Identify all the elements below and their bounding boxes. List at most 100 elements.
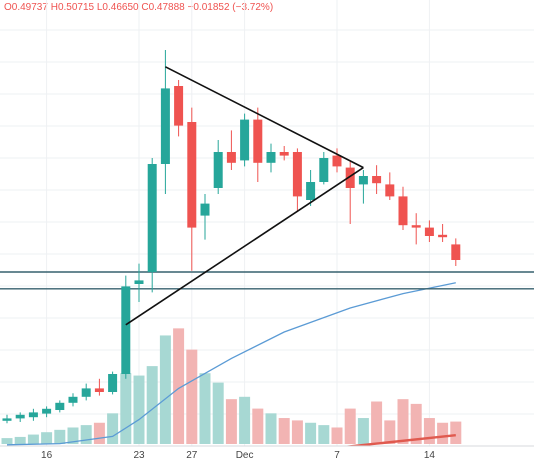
candle-body	[451, 244, 461, 260]
candle-body	[94, 388, 104, 392]
close-value: C0.47888	[141, 2, 185, 13]
volume-bar	[67, 427, 79, 444]
change-value: −0.01852 (−3.72%)	[187, 2, 274, 13]
volume-bar	[423, 418, 435, 444]
candle-body	[306, 182, 316, 200]
candle-body	[253, 119, 263, 163]
triangle-upper-line	[165, 66, 364, 169]
candle-body	[108, 374, 118, 392]
volume-bar	[252, 408, 264, 444]
candle-body	[424, 227, 434, 236]
candle-body	[332, 155, 342, 167]
candle-body	[240, 119, 250, 161]
volume-bar	[318, 425, 330, 444]
volume-bar	[107, 413, 119, 444]
candle	[266, 143, 276, 173]
candle-body	[266, 152, 276, 163]
volume-bar	[14, 436, 26, 444]
candle	[411, 213, 421, 245]
candle	[2, 414, 12, 424]
candle	[213, 140, 223, 194]
volume-bar	[93, 422, 105, 444]
candle-body	[213, 152, 223, 188]
volume-bar	[278, 418, 290, 444]
volume-bar	[239, 396, 251, 444]
candle	[306, 170, 316, 206]
candle	[279, 146, 289, 161]
candle-body	[438, 234, 448, 238]
volume-bar	[173, 328, 185, 444]
candle-body	[81, 388, 91, 397]
volume-bar	[371, 401, 383, 444]
grid-lines	[0, 0, 534, 448]
candle	[108, 371, 118, 395]
candle-body	[345, 167, 355, 188]
candle	[345, 161, 355, 224]
high-value: H0.50715	[50, 2, 95, 13]
x-tick-label: 14	[424, 450, 436, 461]
volume-bar	[225, 399, 237, 444]
candle-body	[160, 88, 170, 164]
volume-bar	[120, 373, 132, 444]
volume-bar	[146, 366, 158, 444]
candle	[94, 378, 104, 396]
volume-bar	[437, 422, 449, 444]
candle-body	[28, 412, 38, 418]
volume-bar	[186, 349, 198, 444]
candle	[134, 263, 144, 302]
candle	[81, 383, 91, 401]
candle-body	[385, 184, 395, 197]
candle-body	[411, 225, 421, 228]
volume-bar	[80, 425, 92, 444]
x-tick-label: Dec	[236, 450, 254, 461]
candle	[319, 152, 329, 185]
volume-bar	[159, 335, 171, 444]
candle-body	[200, 203, 210, 216]
candle	[160, 50, 170, 194]
candle-body	[398, 196, 408, 226]
candle	[398, 186, 408, 230]
candle	[42, 406, 52, 418]
candle-body	[292, 152, 302, 197]
volume-bar	[397, 399, 409, 444]
candle	[253, 107, 263, 182]
moving-average-slow	[213, 434, 456, 462]
volume-bars	[1, 328, 462, 444]
volume-bar	[410, 403, 422, 444]
candle	[15, 412, 25, 422]
candle	[292, 148, 302, 212]
volume-bar	[27, 434, 39, 444]
candle	[174, 80, 184, 137]
candle-body	[226, 152, 236, 163]
volume-bar	[199, 373, 211, 444]
volume-bar	[384, 420, 396, 444]
candle-body	[147, 164, 157, 272]
candle	[121, 275, 131, 379]
volume-bar	[54, 429, 66, 444]
x-axis: 16 23 27 Dec 7 14	[0, 445, 534, 462]
candle	[451, 238, 461, 266]
candle-body	[55, 402, 65, 410]
volume-bar	[305, 422, 317, 444]
candle	[332, 148, 342, 173]
moving-average-fast	[6, 282, 456, 446]
ohlc-legend: O0.49737 H0.50715 L0.46650 C0.47888 −0.0…	[4, 2, 273, 13]
candle	[55, 400, 65, 413]
low-value: L0.46650	[96, 2, 139, 13]
candle-body	[2, 418, 12, 421]
candle-body	[121, 286, 131, 374]
candle-body	[187, 122, 197, 228]
triangle-pattern	[125, 66, 364, 326]
candle	[28, 408, 38, 421]
candle-body	[358, 176, 368, 185]
candle-body	[15, 414, 25, 419]
candle	[68, 393, 78, 407]
candle	[424, 220, 434, 242]
x-tick-label: 23	[133, 450, 145, 461]
candle	[240, 113, 250, 167]
open-value: O0.49737	[4, 2, 48, 13]
candle	[372, 165, 382, 194]
volume-bar	[41, 432, 53, 444]
candle-body	[279, 152, 289, 156]
